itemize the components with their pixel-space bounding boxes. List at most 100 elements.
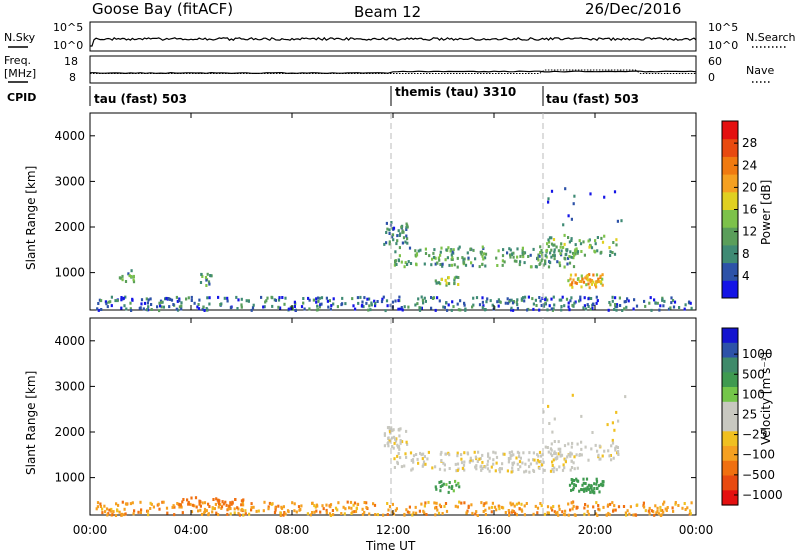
data-cell [563,466,566,470]
data-cell [579,295,582,299]
data-cell [316,296,320,300]
data-cell [240,508,243,512]
data-cell [574,300,577,304]
data-cell [482,510,485,513]
data-cell [557,249,560,253]
data-cell [405,429,408,433]
data-cell [554,456,557,460]
data-cell [690,306,693,310]
data-cell [365,501,368,505]
data-cell [479,457,482,460]
data-cell [96,307,99,311]
data-cell [448,485,451,489]
y-tick-label: 2000 [54,220,85,234]
data-cell [198,501,201,505]
data-cell [123,507,126,511]
data-cell [455,469,458,473]
data-cell [460,501,463,505]
data-cell [561,295,564,299]
data-cell [463,501,466,505]
data-cell [612,456,615,460]
data-cell [583,489,586,493]
data-cell [593,249,596,253]
data-cell [592,505,595,509]
data-cell [457,247,460,251]
data-cell [200,512,204,516]
colorbar-swatch [722,280,738,299]
data-cell [398,246,401,250]
data-cell [601,277,604,281]
data-cell [573,483,576,487]
data-cell [566,248,569,252]
data-cell [602,480,605,484]
data-cell [547,511,550,515]
data-cell [491,501,494,505]
data-cell [209,274,212,277]
data-cell [334,506,338,510]
data-cell [399,441,402,445]
data-cell [274,298,277,302]
nsky-right-tick-bottom: 10^0 [708,39,738,52]
colorbar-swatch [722,262,738,281]
data-cell [563,233,566,237]
data-cell [547,265,551,269]
nsky-left-tick-bottom: 10^0 [53,39,83,52]
data-cell [566,455,569,459]
data-cell [109,300,112,304]
data-cell [476,514,479,517]
data-cell [684,303,687,307]
data-cell [590,297,593,300]
data-cell [574,273,577,277]
data-cell [561,510,564,514]
data-cell [589,490,592,494]
data-cell [573,253,576,257]
data-cell [150,308,153,311]
data-cell [458,485,461,489]
data-cell [255,509,258,513]
data-cell [672,509,675,513]
data-cell [595,295,598,299]
data-cell [457,283,460,286]
data-cell [193,504,196,508]
data-cell [486,463,489,467]
data-cell [355,506,358,510]
data-cell [422,452,425,456]
data-cell [594,443,597,447]
data-cell [404,261,407,265]
data-cell [583,304,586,308]
data-cell [611,421,614,425]
data-cell [553,417,556,421]
data-cell [671,299,675,302]
data-cell [110,509,113,513]
data-cell [361,303,364,307]
data-cell [405,508,408,512]
data-cell [593,487,596,491]
data-cell [564,187,567,191]
data-cell [250,308,253,312]
data-cell [423,262,426,266]
data-cell [485,501,488,505]
data-cell [525,469,528,473]
data-cell [123,304,126,308]
data-cell [311,501,314,505]
data-cell [229,507,232,511]
data-cell [518,455,521,459]
data-cell [399,307,402,311]
data-cell [238,513,241,517]
data-cell [591,490,594,494]
data-cell [395,437,398,441]
data-cell [477,450,480,454]
data-cell [508,300,511,304]
data-cell [329,514,332,517]
data-cell [549,251,552,255]
data-cell [507,460,510,464]
data-cell [147,308,150,312]
data-cell [289,307,292,311]
data-cell [522,451,525,455]
data-cell [523,470,526,474]
data-cell [587,512,590,516]
colorbar-swatch [722,174,738,193]
data-cell [552,254,555,257]
data-cell [522,255,525,259]
data-cell [302,297,305,300]
